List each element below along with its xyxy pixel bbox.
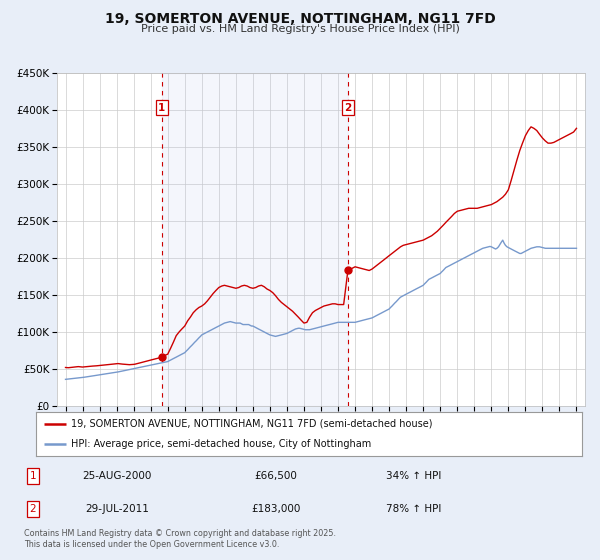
Text: 34% ↑ HPI: 34% ↑ HPI	[386, 471, 442, 480]
Text: 29-JUL-2011: 29-JUL-2011	[85, 504, 149, 514]
Text: 19, SOMERTON AVENUE, NOTTINGHAM, NG11 7FD (semi-detached house): 19, SOMERTON AVENUE, NOTTINGHAM, NG11 7F…	[71, 419, 433, 429]
Text: £183,000: £183,000	[251, 504, 301, 514]
Text: 2: 2	[29, 504, 37, 514]
Text: 1: 1	[29, 471, 37, 480]
Text: Price paid vs. HM Land Registry's House Price Index (HPI): Price paid vs. HM Land Registry's House …	[140, 24, 460, 34]
Text: 78% ↑ HPI: 78% ↑ HPI	[386, 504, 442, 514]
Text: Contains HM Land Registry data © Crown copyright and database right 2025.
This d: Contains HM Land Registry data © Crown c…	[24, 529, 336, 549]
Text: 2: 2	[344, 103, 352, 113]
Text: 19, SOMERTON AVENUE, NOTTINGHAM, NG11 7FD: 19, SOMERTON AVENUE, NOTTINGHAM, NG11 7F…	[104, 12, 496, 26]
Text: 25-AUG-2000: 25-AUG-2000	[82, 471, 152, 480]
Bar	[161, 73, 348, 406]
Text: £66,500: £66,500	[254, 471, 298, 480]
Text: 1: 1	[158, 103, 166, 113]
Text: HPI: Average price, semi-detached house, City of Nottingham: HPI: Average price, semi-detached house,…	[71, 439, 372, 449]
